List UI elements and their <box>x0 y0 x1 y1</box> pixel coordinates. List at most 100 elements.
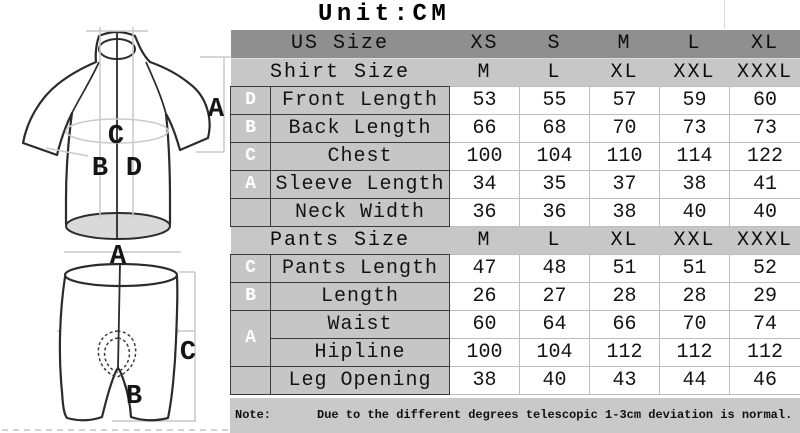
size-value: 73 <box>659 113 731 143</box>
size-value: 28 <box>589 281 661 311</box>
table-row-chest: C Chest 100 104 110 114 122 <box>230 141 800 171</box>
size-value: 51 <box>589 253 661 283</box>
letter-cell: C <box>230 253 271 283</box>
size-col-header: XXXL <box>729 57 800 86</box>
size-col-header: M <box>449 225 520 254</box>
letter-cell: C <box>230 141 271 171</box>
size-col-header: XL <box>589 57 660 86</box>
garment-diagram: A C B D A B C <box>2 27 230 431</box>
size-value: 34 <box>449 169 521 199</box>
note-text: Due to the different degrees telescopic … <box>317 408 793 422</box>
table-row-leg-opening: Leg Opening 38 40 43 44 46 <box>230 365 800 395</box>
size-value: 57 <box>589 85 661 115</box>
size-value: 59 <box>659 85 731 115</box>
size-value: 40 <box>729 197 800 227</box>
size-col-header: XXL <box>659 57 730 86</box>
size-value: 53 <box>449 85 521 115</box>
row-label: Pants Length <box>269 253 451 283</box>
size-col-header: XL <box>729 30 800 59</box>
size-value: 40 <box>659 197 731 227</box>
size-value: 122 <box>729 141 800 171</box>
size-value: 46 <box>729 365 800 395</box>
table-row-waist: A Waist 60 64 66 70 74 <box>230 309 800 367</box>
size-value: 60 <box>729 85 800 115</box>
shorts-label-inseam-b: B <box>126 382 142 412</box>
shorts-diagram: A B C <box>2 242 228 431</box>
size-value: 47 <box>449 253 521 283</box>
letter-cell: B <box>230 281 271 311</box>
table-row-back-length: B Back Length 66 68 70 73 73 <box>230 113 800 143</box>
size-value: 26 <box>449 281 521 311</box>
size-value: 70 <box>659 309 731 339</box>
us-size-header-row: US Size XS S M L XL <box>230 30 800 59</box>
letter-cell-empty <box>230 197 271 227</box>
jersey-label-chest-c: C <box>108 122 124 152</box>
size-col-header: S <box>519 30 590 59</box>
size-value: 52 <box>729 253 800 283</box>
size-col-header: M <box>589 30 660 59</box>
size-value: 104 <box>519 337 591 367</box>
row-label: Sleeve Length <box>269 169 451 199</box>
shirt-size-header-row: Shirt Size M L XL XXL XXXL <box>230 57 800 86</box>
size-value: 112 <box>659 337 731 367</box>
size-col-header: L <box>519 225 590 254</box>
table-row-hipline: Hipline 100 104 112 112 112 <box>231 337 800 367</box>
note-label: Note: <box>235 408 272 422</box>
jersey-measure-guides <box>45 27 230 218</box>
size-value: 28 <box>659 281 731 311</box>
size-col-header: M <box>449 57 520 86</box>
size-value: 38 <box>659 169 731 199</box>
size-value: 55 <box>519 85 591 115</box>
size-value: 112 <box>729 337 800 367</box>
pants-size-header-row: Pants Size M L XL XXL XXXL <box>230 225 800 254</box>
jersey-hem <box>65 212 171 240</box>
shorts-waistband <box>63 262 179 288</box>
size-value: 70 <box>589 113 661 143</box>
unit-title: Unit:CM <box>318 1 451 28</box>
size-value: 48 <box>519 253 591 283</box>
size-col-header: L <box>659 30 730 59</box>
size-value: 43 <box>589 365 661 395</box>
size-value: 38 <box>589 197 661 227</box>
size-col-header: XXL <box>659 225 730 254</box>
size-value: 27 <box>519 281 591 311</box>
jersey-diagram: A C B D <box>21 27 230 240</box>
size-col-header: L <box>519 57 590 86</box>
table-row-length: B Length 26 27 28 28 29 <box>230 281 800 311</box>
letter-cell: D <box>230 85 271 115</box>
size-value: 44 <box>659 365 731 395</box>
size-value: 114 <box>659 141 731 171</box>
size-value: 73 <box>729 113 800 143</box>
letter-cell: B <box>230 113 271 143</box>
shorts-label-length-c: C <box>180 338 196 368</box>
size-value: 66 <box>449 113 521 143</box>
size-value: 100 <box>449 337 521 367</box>
shorts-label-waist-a: A <box>110 242 127 272</box>
size-value: 74 <box>729 309 800 339</box>
note-bar: Note: Due to the different degrees teles… <box>230 398 800 433</box>
size-col-header: XS <box>449 30 520 59</box>
row-label: Neck Width <box>269 197 451 227</box>
jersey-label-sleeve-a: A <box>208 95 225 125</box>
size-value: 35 <box>519 169 591 199</box>
size-value: 29 <box>729 281 800 311</box>
row-label: Back Length <box>269 113 451 143</box>
header-label: Shirt Size <box>230 57 450 86</box>
row-label: Front Length <box>269 85 451 115</box>
size-value: 68 <box>519 113 591 143</box>
letter-cell: A <box>230 169 271 199</box>
size-value: 112 <box>589 337 661 367</box>
shorts-center-seam <box>117 263 121 369</box>
header-label: US Size <box>230 30 450 59</box>
size-value: 60 <box>449 309 521 339</box>
jersey-label-back-b: B <box>92 154 108 184</box>
jersey-chest-guide-ellipse <box>65 118 169 144</box>
row-label: Hipline <box>269 337 451 367</box>
size-value: 36 <box>449 197 521 227</box>
row-label: Leg Opening <box>269 365 451 395</box>
row-label: Chest <box>269 141 451 171</box>
size-table: US Size XS S M L XL Shirt Size M L XL XX… <box>230 30 800 395</box>
size-value: 100 <box>449 141 521 171</box>
size-value: 64 <box>519 309 591 339</box>
jersey-label-front-d: D <box>126 154 142 184</box>
